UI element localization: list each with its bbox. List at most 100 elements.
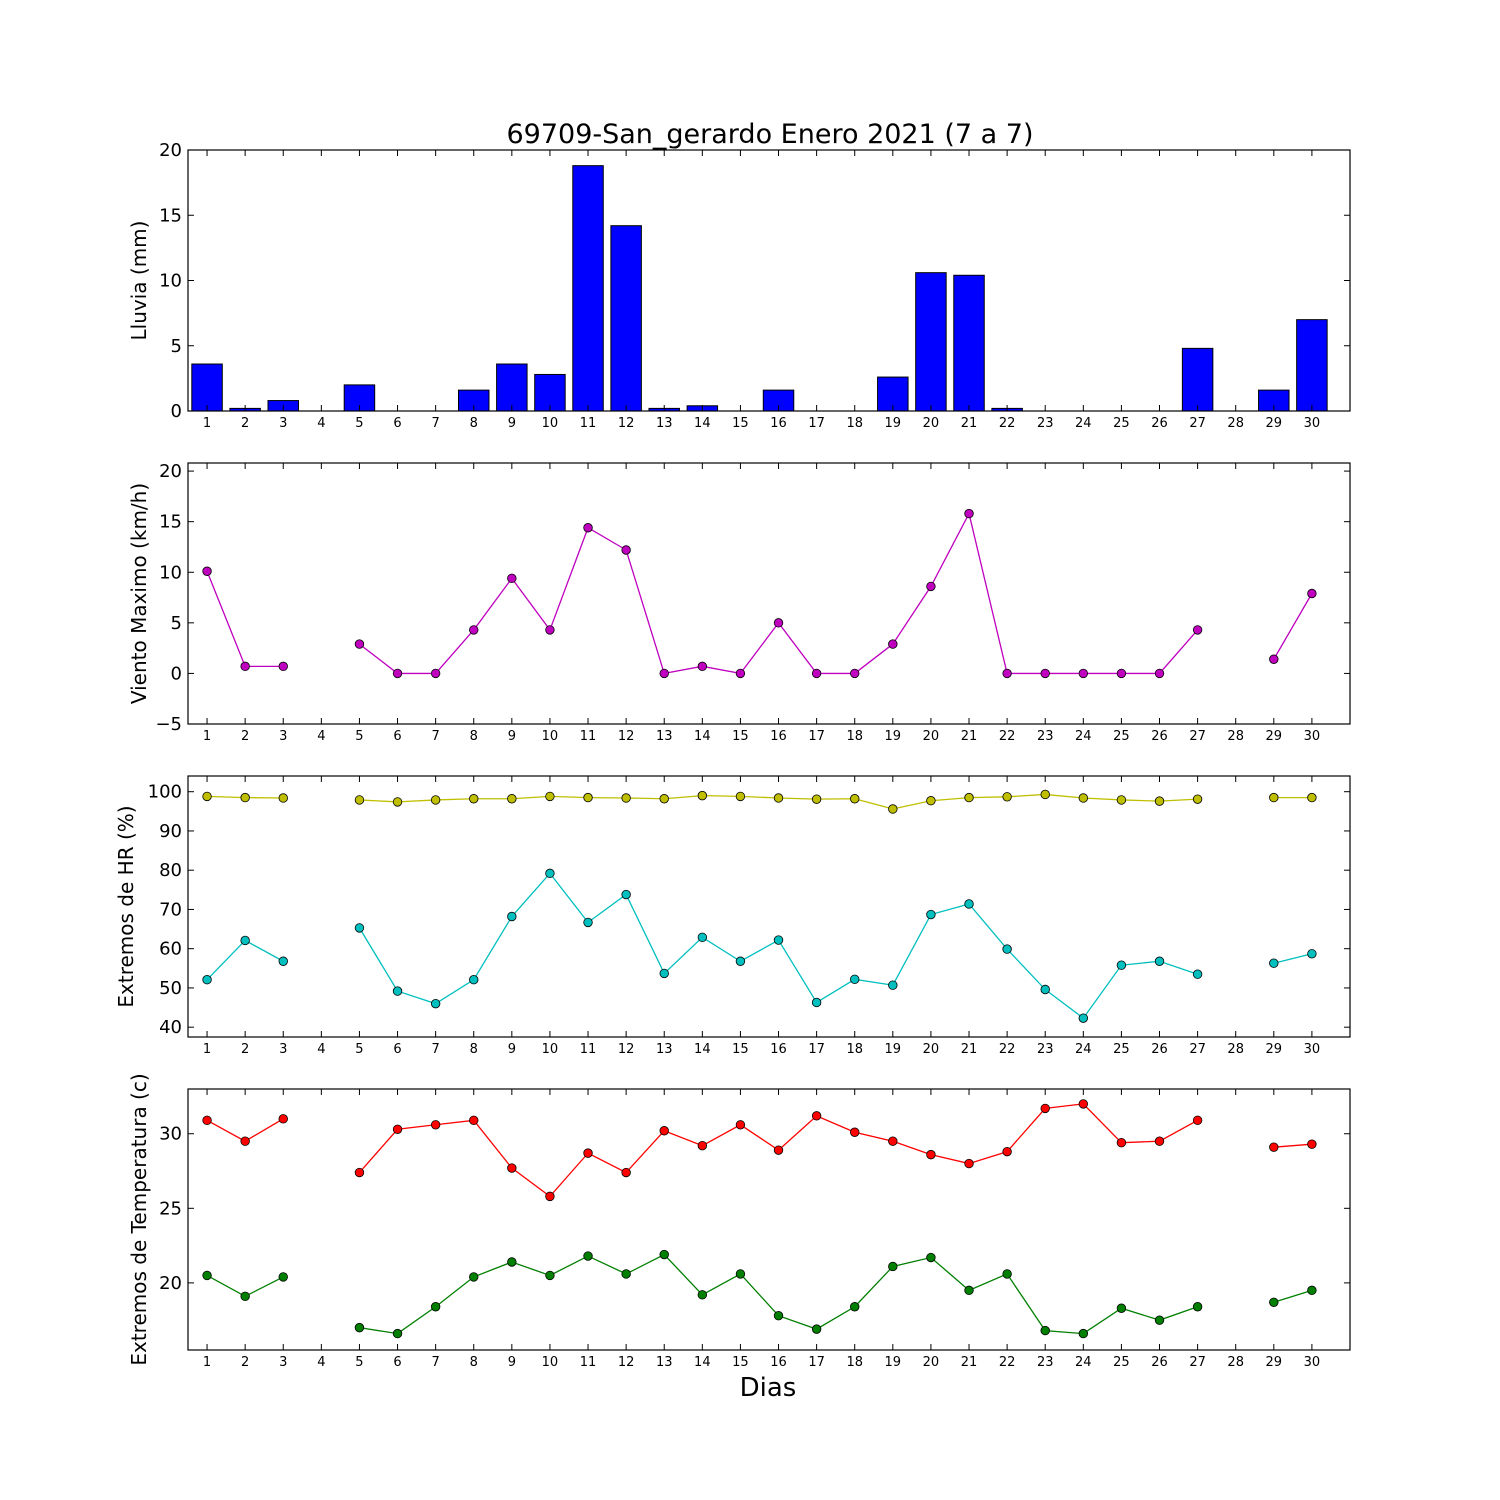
point-1-2 xyxy=(240,935,250,946)
xtick-label: 28 xyxy=(1227,729,1244,744)
ytick-label: 40 xyxy=(159,1017,182,1038)
xtick-label: 2 xyxy=(241,1042,249,1057)
ytick-label: −5 xyxy=(155,714,182,735)
xtick-label: 24 xyxy=(1075,416,1092,431)
point-0-14 xyxy=(697,790,708,801)
xtick-label: 15 xyxy=(732,1042,749,1057)
xtick-label: 6 xyxy=(393,1042,401,1057)
xtick-label: 18 xyxy=(846,416,863,431)
ytick-label: 15 xyxy=(159,512,182,533)
point-0-22 xyxy=(1002,1146,1012,1157)
point-1-3 xyxy=(278,956,288,966)
xtick-label: 5 xyxy=(355,416,363,431)
xtick-label: 13 xyxy=(656,729,673,744)
point-0-23 xyxy=(1040,789,1050,800)
xtick-label: 16 xyxy=(770,1355,787,1370)
point-0-12 xyxy=(621,793,631,803)
point-1-16 xyxy=(773,1310,784,1321)
xtick-label: 4 xyxy=(317,1042,325,1057)
xtick-label: 7 xyxy=(431,729,439,744)
xtick-label: 12 xyxy=(618,416,635,431)
xtick-label: 4 xyxy=(317,1355,325,1370)
ytick-label: 30 xyxy=(159,1124,182,1145)
xtick-label: 23 xyxy=(1037,1042,1054,1057)
point-1-15 xyxy=(735,956,746,966)
xtick-label: 9 xyxy=(508,729,516,744)
xtick-label: 18 xyxy=(846,729,863,744)
xtick-label: 2 xyxy=(241,1355,249,1370)
xtick-label: 6 xyxy=(393,416,401,431)
xtick-label: 17 xyxy=(808,729,825,744)
point-1-18 xyxy=(850,974,860,985)
xtick-label: 5 xyxy=(355,1042,363,1057)
xtick-label: 20 xyxy=(923,729,940,744)
point-1-1 xyxy=(202,1270,212,1281)
point-1-18 xyxy=(850,1302,860,1312)
xtick-label: 10 xyxy=(542,1355,559,1370)
xtick-label: 3 xyxy=(279,1355,287,1370)
xtick-label: 17 xyxy=(808,1355,825,1370)
y-axis-label-viento: Viento Maximo (km/h) xyxy=(127,483,151,704)
point-1-20 xyxy=(926,909,936,920)
x-axis-label: Dias xyxy=(740,1373,797,1403)
axes-frame xyxy=(187,775,1351,1038)
point-0-3 xyxy=(278,661,288,672)
xtick-label: 29 xyxy=(1266,1042,1283,1057)
point-0-6 xyxy=(392,797,403,807)
point-0-22 xyxy=(1002,792,1012,802)
xtick-label: 11 xyxy=(580,729,597,744)
xtick-label: 2 xyxy=(241,729,249,744)
point-0-30 xyxy=(1307,1139,1317,1149)
xtick-label: 26 xyxy=(1151,416,1168,431)
point-0-15 xyxy=(735,1120,746,1130)
xtick-label: 17 xyxy=(808,416,825,431)
ytick-label: 20 xyxy=(159,461,182,482)
axes-frame xyxy=(187,462,1351,725)
bar-10 xyxy=(534,373,566,412)
xtick-label: 25 xyxy=(1113,729,1130,744)
point-1-13 xyxy=(659,968,669,979)
ytick-label: 0 xyxy=(171,401,182,422)
point-0-18 xyxy=(850,668,860,679)
point-1-25 xyxy=(1116,960,1127,970)
point-1-30 xyxy=(1307,949,1317,959)
point-1-8 xyxy=(469,975,479,985)
point-1-15 xyxy=(735,1269,746,1279)
point-1-9 xyxy=(507,1257,517,1267)
ytick-label: 5 xyxy=(171,613,182,634)
point-0-7 xyxy=(430,795,441,805)
point-1-27 xyxy=(1192,969,1203,979)
point-1-10 xyxy=(545,868,555,879)
point-1-23 xyxy=(1040,984,1050,995)
xtick-label: 15 xyxy=(732,1355,749,1370)
point-0-1 xyxy=(202,566,212,576)
xtick-label: 10 xyxy=(542,416,559,431)
ytick-label: 70 xyxy=(159,899,182,920)
xtick-label: 18 xyxy=(846,1042,863,1057)
xtick-label: 11 xyxy=(580,1042,597,1057)
ytick-label: 60 xyxy=(159,939,182,960)
xtick-label: 6 xyxy=(393,729,401,744)
xtick-label: 18 xyxy=(846,1355,863,1370)
xtick-label: 12 xyxy=(618,1355,635,1370)
xtick-label: 1 xyxy=(203,416,211,431)
point-1-29 xyxy=(1269,1297,1279,1307)
point-1-11 xyxy=(583,1251,593,1261)
xtick-label: 27 xyxy=(1189,416,1206,431)
xtick-label: 30 xyxy=(1304,416,1321,431)
xtick-label: 3 xyxy=(279,416,287,431)
point-0-21 xyxy=(964,1158,974,1169)
ytick-label: 0 xyxy=(171,663,182,684)
xtick-label: 11 xyxy=(580,1355,597,1370)
ytick-label: 15 xyxy=(159,205,182,226)
point-1-17 xyxy=(811,997,822,1008)
xtick-label: 16 xyxy=(770,729,787,744)
point-0-19 xyxy=(888,1136,898,1146)
point-0-15 xyxy=(735,668,746,679)
xtick-label: 14 xyxy=(694,729,711,744)
xtick-label: 7 xyxy=(431,1355,439,1370)
xtick-label: 27 xyxy=(1189,729,1206,744)
point-0-8 xyxy=(469,794,479,804)
point-0-1 xyxy=(202,791,212,802)
